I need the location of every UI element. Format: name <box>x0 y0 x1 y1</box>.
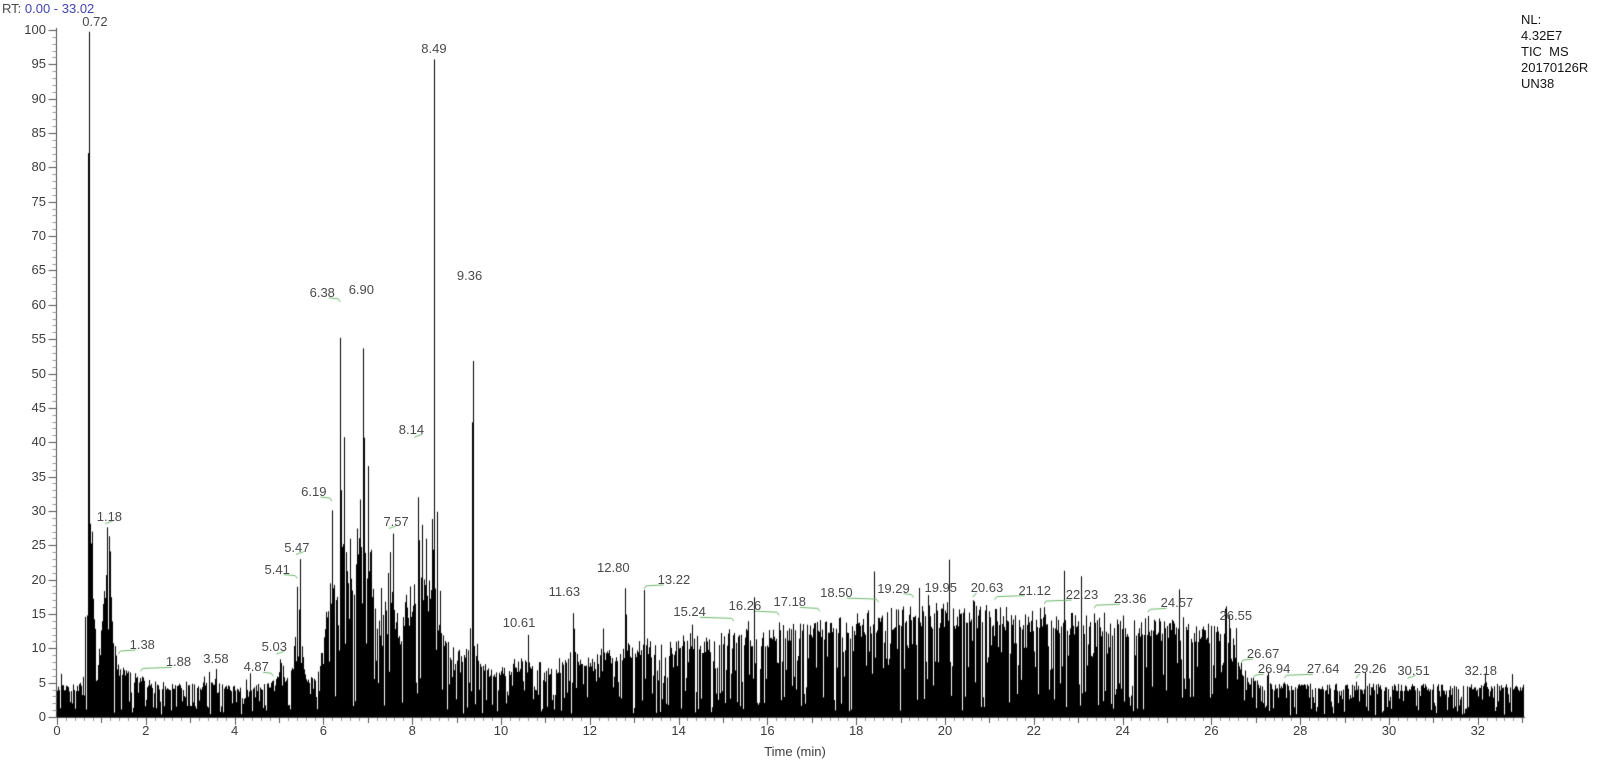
x-axis-title: Time (min) <box>764 744 826 759</box>
info-line: UN38 <box>1521 76 1555 91</box>
scale-info-panel: NL: 4.32E7 TIC MS 20170126R UN38 <box>1521 12 1588 92</box>
rt-header: RT: 0.00 - 33.02 <box>2 1 94 16</box>
info-line: 20170126R <box>1521 60 1589 75</box>
info-line: 4.32E7 <box>1521 28 1563 43</box>
info-line: TIC MS <box>1521 44 1569 59</box>
info-line: NL: <box>1521 12 1542 27</box>
rt-range: 0.00 - 33.02 <box>24 1 95 16</box>
rt-label: RT: <box>2 1 22 16</box>
